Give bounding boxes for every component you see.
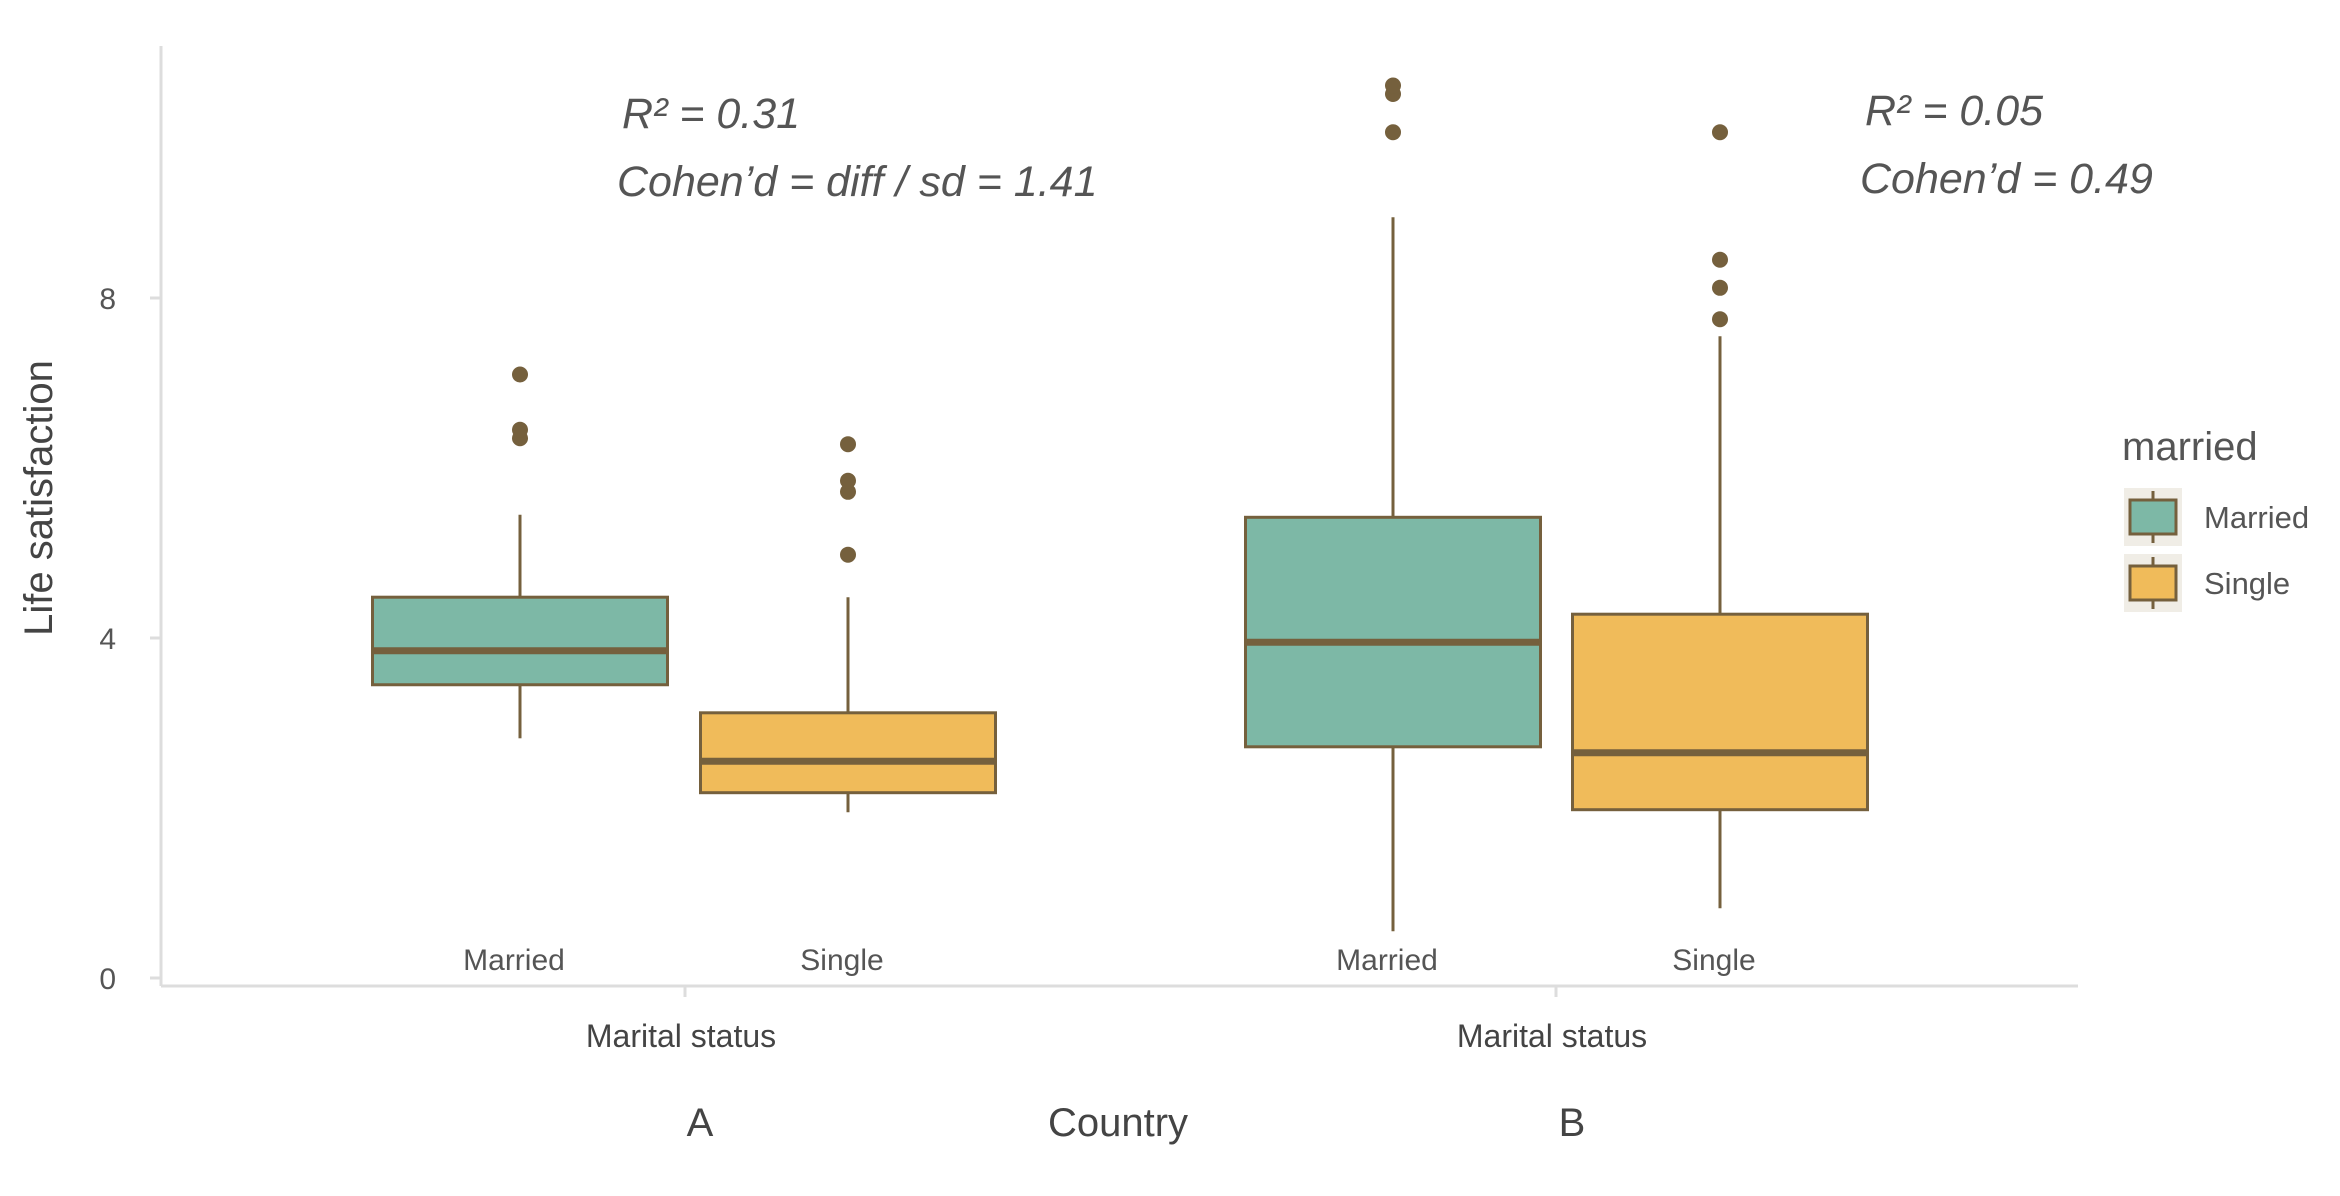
r-squared-annotation: R² = 0.31 (622, 90, 800, 138)
facets: Married Single Marital status A R² = 0.31 Coh… (371, 77, 2153, 1145)
y-axis-ticks: 0 4 8 (99, 283, 161, 996)
outlier-point (1385, 77, 1401, 94)
cohens-d-annotation: Cohen’d = 0.49 (1860, 155, 2153, 203)
legend-key-swatch (2128, 498, 2178, 536)
box-single: Single (1571, 124, 1869, 977)
legend-label: Married (2204, 500, 2309, 535)
outlier-point (1712, 251, 1728, 268)
legend-item-married: Married (2124, 488, 2309, 546)
outlier-point (512, 421, 528, 438)
outlier-point (1712, 311, 1728, 328)
effect-size-annotations: R² = 0.31 Cohen’d = diff / sd = 1.41 (617, 90, 1098, 206)
facet-name: A (687, 1101, 714, 1145)
y-tick-label: 8 (99, 283, 116, 316)
box-married: Married (1244, 77, 1542, 977)
outlier-point (1712, 279, 1728, 296)
box-body (1571, 612, 1869, 812)
legend-label: Single (2204, 566, 2290, 601)
category-label: Married (1336, 944, 1438, 977)
y-tick-label: 4 (99, 623, 116, 656)
outlier-point (840, 472, 856, 489)
outlier-point (840, 436, 856, 453)
box-body (371, 595, 669, 687)
legend-item-single: Single (2124, 554, 2290, 612)
facet-a: Married Single Marital status A R² = 0.31 Coh… (371, 90, 1098, 1145)
category-label: Married (463, 944, 565, 977)
category-label: Single (1672, 944, 1755, 977)
facet-name: B (1559, 1101, 1586, 1145)
legend: married Married Single (2122, 425, 2309, 612)
outlier-point (1712, 124, 1728, 141)
r-squared-annotation: R² = 0.05 (1865, 87, 2044, 135)
outlier-point (512, 366, 528, 383)
marital-status-axis-title: Marital status (586, 1018, 776, 1054)
box-body (699, 711, 997, 795)
box-single: Single (699, 436, 997, 977)
country-axis-title: Country (1048, 1101, 1188, 1145)
outlier-point (840, 483, 856, 500)
y-tick-label: 0 (99, 963, 116, 996)
cohens-d-annotation: Cohen’d = diff / sd = 1.41 (617, 158, 1098, 206)
facet-b: Married Single Marital status B R² = 0.05 Coh… (1244, 77, 2153, 1145)
category-label: Single (800, 944, 883, 977)
marital-status-axis-title: Marital status (1457, 1018, 1647, 1054)
legend-key-swatch (2128, 564, 2178, 602)
box-body (1244, 515, 1542, 749)
outlier-point (840, 546, 856, 563)
y-axis-title: Life satisfaction (17, 360, 61, 636)
outlier-point (1385, 124, 1401, 141)
box-married: Married (371, 366, 669, 977)
effect-size-annotations: R² = 0.05 Cohen’d = 0.49 (1860, 87, 2153, 203)
legend-title: married (2122, 425, 2258, 469)
